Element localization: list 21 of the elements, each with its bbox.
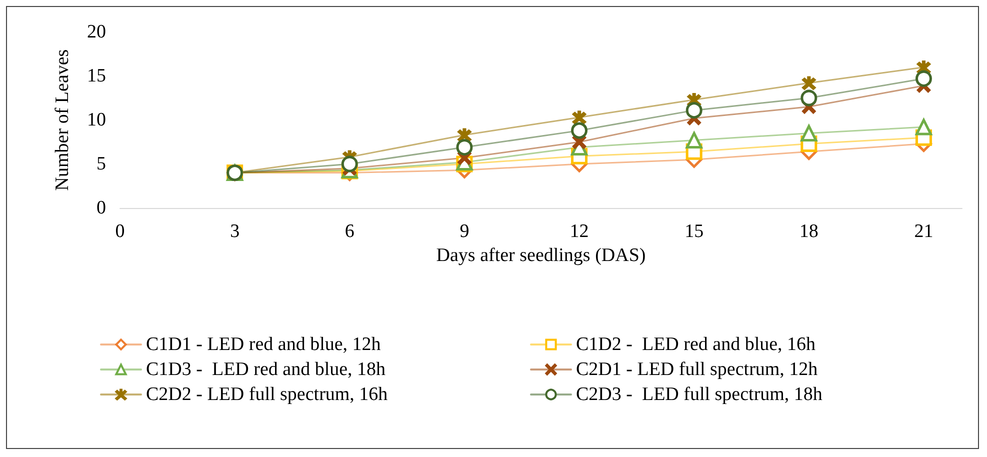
legend-label: C1D1 - LED red and blue, 12h [146,334,382,355]
legend-label: C2D3 - LED full spectrum, 18h [576,384,823,405]
x-axis-title: Days after seedlings (DAS) [436,245,646,266]
y-tick-label: 0 [96,198,106,218]
legend-label: C2D2 - LED full spectrum, 16h [146,384,388,405]
x-tick-label: 6 [344,221,354,242]
y-tick-label: 5 [96,154,106,174]
x-tick-label: 18 [799,221,818,242]
y-tick-label: 10 [87,110,106,130]
legend-label: C1D3 - LED red and blue, 18h [146,359,386,380]
legend-label: C1D2 - LED red and blue, 16h [576,334,816,355]
x-tick-label: 21 [914,221,934,242]
legend-label: C2D1 - LED full spectrum, 12h [576,359,818,380]
x-tick-label: 9 [460,221,470,242]
x-tick-label: 12 [570,221,589,242]
x-tick-label: 0 [115,221,125,242]
y-tick-label: 15 [87,66,106,86]
y-axis-title: Number of Leaves [52,49,73,191]
x-tick-label: 15 [684,221,704,242]
x-tick-label: 3 [230,221,240,242]
y-tick-label: 20 [87,22,106,42]
